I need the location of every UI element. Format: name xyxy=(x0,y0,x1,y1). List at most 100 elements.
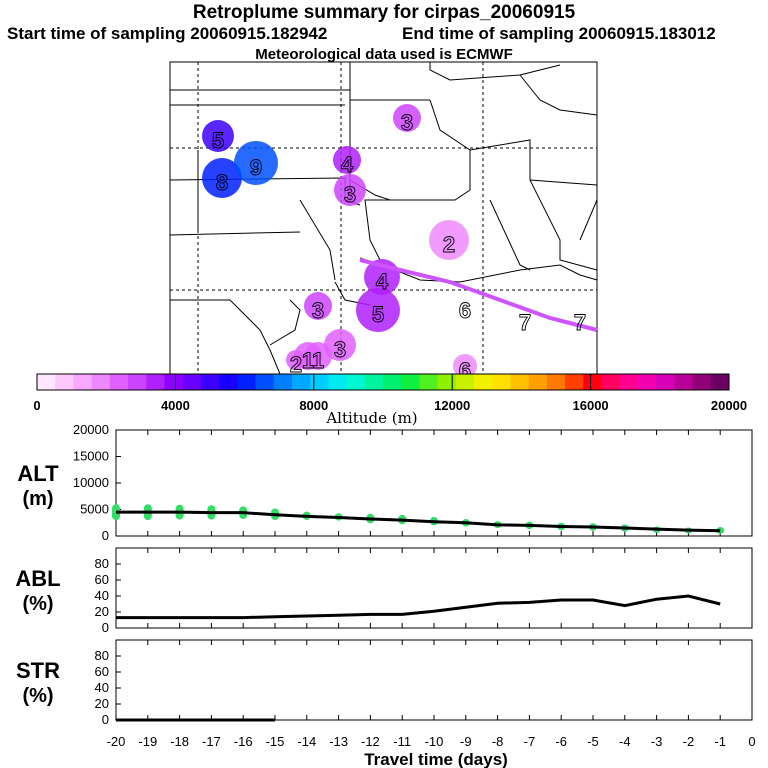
plume-cluster xyxy=(453,354,477,378)
sampling-times-row: Start time of sampling 20060915.182942 E… xyxy=(0,24,768,44)
cluster-number-label: 2 xyxy=(290,352,302,377)
x-tick-label: -15 xyxy=(266,734,285,749)
x-tick-labels: -20 -19 -18 -17 -16 -15 -14 -13 -12 -11 -10 -9 -8 -7-… xyxy=(107,734,756,749)
colorbar-swatch xyxy=(674,374,694,390)
time-series-panels: ALT(m)05000100001500020000ABL(%)02040608… xyxy=(15,422,755,749)
colorbar-swatch xyxy=(474,374,493,390)
y-axis-unit: (%) xyxy=(22,593,53,615)
x-tick-label: 0 xyxy=(748,734,755,749)
panel-frame xyxy=(115,639,753,721)
y-tick-label: 5000 xyxy=(80,502,109,517)
colorbar-swatch xyxy=(164,374,184,390)
x-axis-title: Travel time (days) xyxy=(364,750,508,768)
cluster-number-label: 3 xyxy=(344,182,356,207)
colorbar-swatch xyxy=(237,374,257,390)
plume-centroid-track xyxy=(359,258,598,332)
colorbar-swatch xyxy=(656,374,675,390)
plume-cluster xyxy=(286,350,306,370)
cluster-number-label: 5 xyxy=(372,302,384,327)
cluster-number-label: 3 xyxy=(334,337,346,362)
colorbar-label: Altitude (m) xyxy=(325,409,417,427)
colorbar-swatch xyxy=(637,374,657,390)
colorbar-swatch xyxy=(455,374,475,390)
y-tick-label: 60 xyxy=(95,572,109,587)
colorbar-swatch xyxy=(583,374,603,390)
x-tick-label: -9 xyxy=(460,734,472,749)
colorbar-swatch xyxy=(364,374,384,390)
x-tick-label: -3 xyxy=(651,734,663,749)
cluster-number-label: 1 xyxy=(302,348,314,373)
y-tick-label: 80 xyxy=(95,648,109,663)
y-axis-unit: (m) xyxy=(22,488,53,510)
plume-cluster xyxy=(333,146,361,174)
x-tick-label: -17 xyxy=(202,734,221,749)
panel-alt: ALT(m) 0 5000 10000 15000 20000 xyxy=(17,422,753,543)
y-tick-label: 20000 xyxy=(73,422,109,437)
y-tick-label: 40 xyxy=(95,588,109,603)
colorbar-tick-label: 12000 xyxy=(434,398,470,413)
y-tick-label: 15000 xyxy=(73,449,109,464)
colorbar-swatch xyxy=(91,374,111,390)
chart-title: Retroplume summary for cirpas_20060915 xyxy=(192,2,576,23)
cluster-number-label: 3 xyxy=(312,298,324,323)
y-axis-unit: (%) xyxy=(22,685,53,707)
colorbar-swatch xyxy=(37,374,56,390)
x-tick-label: -12 xyxy=(361,734,380,749)
colorbar-swatch xyxy=(528,374,548,390)
plume-layer xyxy=(202,104,477,378)
y-tick-label: 40 xyxy=(95,680,109,695)
colorbar-swatch xyxy=(346,374,366,390)
x-tick-label: -2 xyxy=(683,734,695,749)
x-tick-label: -19 xyxy=(138,734,157,749)
colorbar-swatch xyxy=(128,374,147,390)
colorbar-swatch xyxy=(619,374,639,390)
cluster-number-label: 7 xyxy=(574,310,586,335)
plume-cluster xyxy=(324,329,356,361)
y-tick-label: 0 xyxy=(102,528,109,543)
x-tick-label: -4 xyxy=(619,734,631,749)
plume-cluster xyxy=(356,288,400,332)
colorbar-ticks: 0 4000 8000 12000 16000 20000 xyxy=(33,374,747,413)
plume-cluster xyxy=(234,141,278,185)
colorbar-swatch xyxy=(182,374,202,390)
x-tick-label: -6 xyxy=(555,734,567,749)
cluster-number-label: 2 xyxy=(443,232,455,257)
y-axis-label: ABL xyxy=(15,566,60,591)
x-tick-label: -16 xyxy=(234,734,253,749)
x-tick-label: -1 xyxy=(714,734,726,749)
colorbar-swatch xyxy=(200,374,220,390)
cluster-number-label: 3 xyxy=(401,110,413,135)
plume-cluster xyxy=(202,120,234,152)
x-tick-label: -7 xyxy=(524,734,536,749)
y-tick-label: 10000 xyxy=(73,475,109,490)
cluster-number-label: 4 xyxy=(376,269,389,294)
colorbar-swatch xyxy=(601,374,621,390)
cluster-number-label: 7 xyxy=(519,310,531,335)
y-tick-label: 0 xyxy=(102,620,109,635)
colorbar-swatch xyxy=(419,374,439,390)
plume-cluster xyxy=(334,174,366,206)
y-axis-label: ALT xyxy=(17,461,59,486)
colorbar-swatch xyxy=(310,374,329,390)
plume-cluster xyxy=(304,292,332,320)
y-tick-label: 20 xyxy=(95,696,109,711)
y-tick-label: 80 xyxy=(95,556,109,571)
cluster-number-label: 4 xyxy=(341,152,354,177)
colorbar-swatch xyxy=(291,374,311,390)
y-axis-label: STR xyxy=(16,658,60,683)
cluster-number-label: 5 xyxy=(212,128,224,153)
colorbar-swatch xyxy=(401,374,420,390)
colorbar-swatch xyxy=(437,374,457,390)
x-tick-label: -18 xyxy=(170,734,189,749)
y-tick-label: 60 xyxy=(95,664,109,679)
y-tick-label: 20 xyxy=(95,604,109,619)
series-line-alt xyxy=(116,510,721,533)
colorbar-swatch xyxy=(328,374,348,390)
colorbar-tick-label: 8000 xyxy=(299,398,328,413)
plume-cluster xyxy=(429,220,469,260)
cluster-number-label: 8 xyxy=(216,170,228,195)
